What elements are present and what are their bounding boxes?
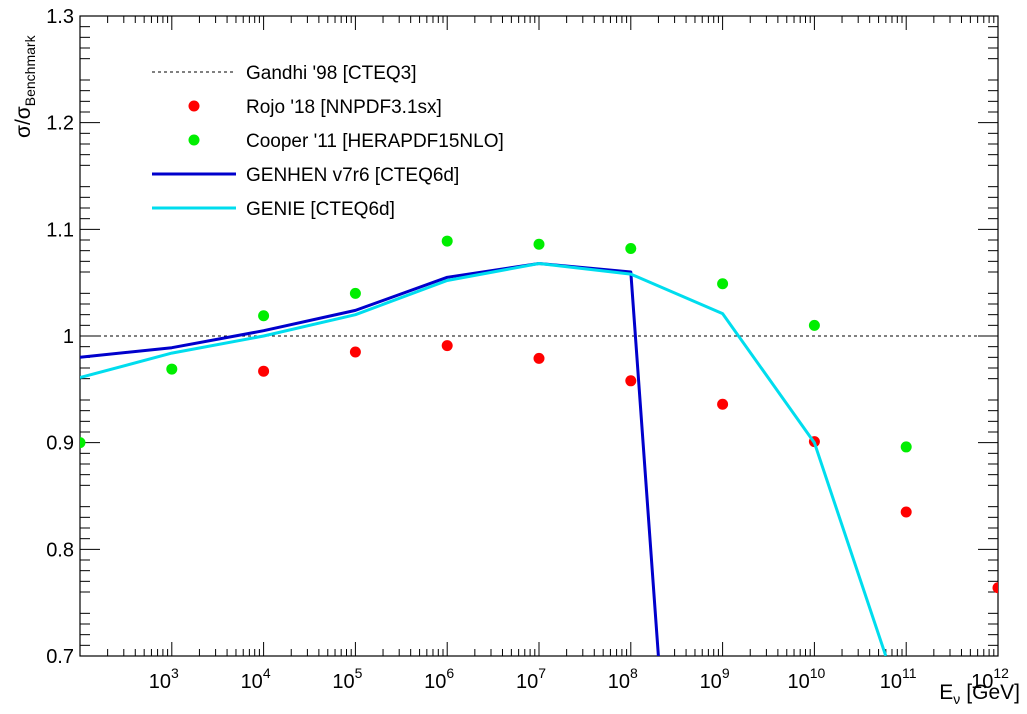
x-tick-label: 1012 [971,665,1009,693]
data-point [808,319,820,331]
x-axis-title-sub: ν [953,691,960,707]
x-tick-label: 109 [700,665,730,693]
y-axis-title: σ/σBenchmark [12,34,38,138]
x-tick-label: 107 [516,665,546,693]
data-point [625,243,637,255]
data-point [625,375,637,387]
legend-marker [188,134,200,146]
y-tick-label: 1.3 [46,6,74,28]
x-tick-label: 104 [241,665,271,693]
x-tick-label: 108 [608,665,638,693]
x-tick-label: 1010 [787,665,825,693]
x-axis-title-unit: [GeV] [966,681,1020,704]
y-tick-label: 0.8 [46,539,74,561]
legend-label: Rojo '18 [NNPDF3.1sx] [246,97,442,118]
x-tick-label: 106 [424,665,454,693]
y-tick-label: 1.2 [46,113,74,135]
data-point [717,278,729,290]
legend-label: Cooper '11 [HERAPDF15NLO] [246,131,504,152]
x-axis-title-main: E [939,681,953,704]
data-point [349,287,361,299]
y-axis-title-main: σ/σ [12,106,35,138]
data-point [900,506,912,518]
y-tick-label: 1 [63,326,74,348]
y-tick-label: 0.7 [46,646,74,668]
data-point [533,238,545,250]
x-tick-labels: 103 104 105 106 107 108 109 1010 1011 1012 [149,665,1009,693]
x-tick-label: 1011 [880,665,917,693]
data-point [80,437,86,449]
x-axis-title: Eν [GeV] [939,681,1020,707]
data-point [992,582,998,594]
data-point [441,340,453,352]
legend-label: Gandhi '98 [CTEQ3] [246,63,417,84]
legend: Gandhi '98 [CTEQ3] Rojo '18 [NNPDF3.1sx] C… [152,63,504,220]
data-point [441,235,453,247]
series-layer [80,235,998,656]
y-axis-title-sub: Benchmark [22,34,38,106]
y-tick-label: 1.1 [46,219,74,241]
x-tick-label: 105 [332,665,362,693]
data-point [258,365,270,377]
series-line [80,262,888,656]
legend-label: GENIE [CTEQ6d] [246,199,395,220]
data-point [258,310,270,322]
legend-label: GENHEN v7r6 [CTEQ6d] [246,165,459,186]
x-tick-label: 103 [149,665,179,693]
data-point [166,363,178,375]
data-point [717,398,729,410]
y-tick-label: 0.9 [46,433,74,455]
data-point [900,441,912,453]
series-line [80,262,660,656]
legend-marker [188,100,200,112]
data-point [349,346,361,358]
y-tick-labels: 0.7 0.8 0.9 1 1.1 1.2 1.3 [46,6,74,668]
major-ticks [80,15,999,657]
data-point [533,352,545,364]
